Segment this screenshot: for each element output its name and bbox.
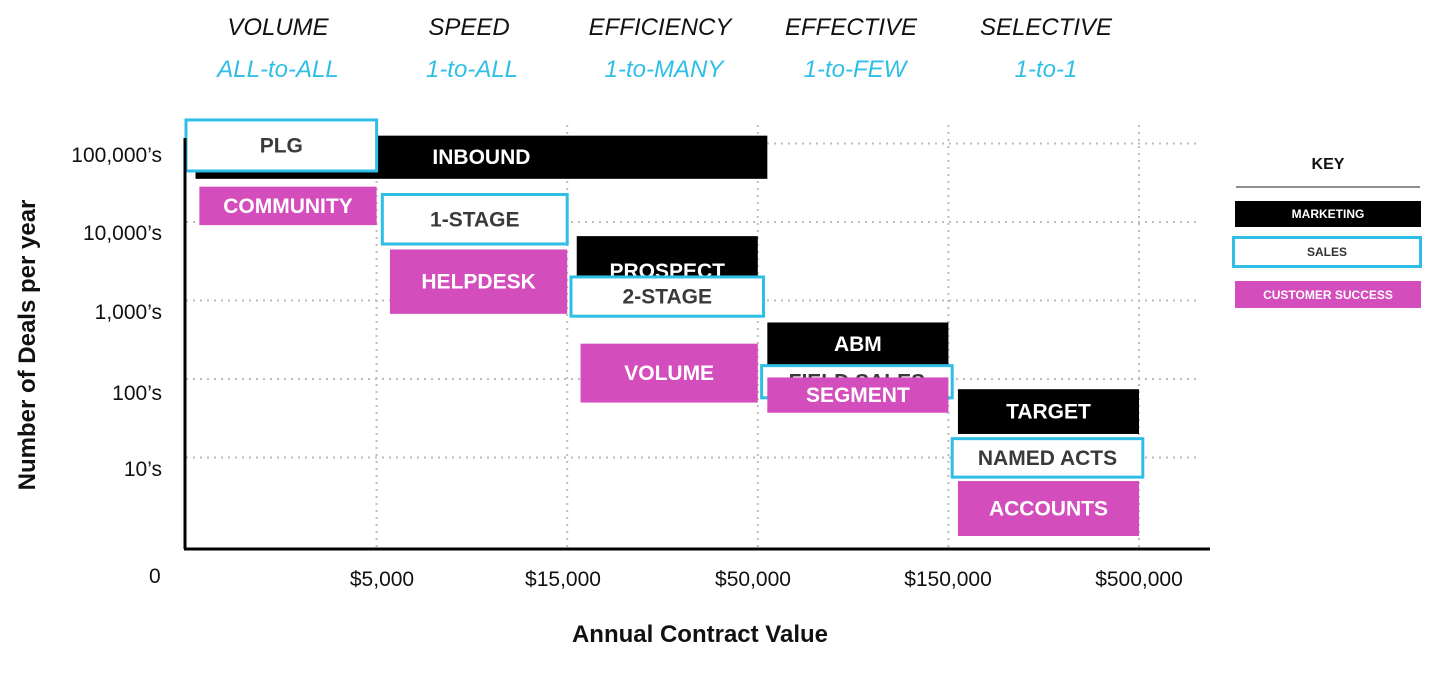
x-tick-label: $15,000: [525, 568, 601, 591]
block-rect: [950, 437, 1145, 479]
block-sales: NAMED ACTS: [950, 437, 1145, 479]
strategy-label: EFFICIENCY: [588, 14, 732, 41]
strategy-label: SPEED: [428, 14, 510, 41]
x-tick-label: $50,000: [715, 568, 791, 591]
block-label: COMMUNITY: [223, 195, 353, 218]
strategy-label: SELECTIVE: [979, 14, 1113, 41]
block-marketing: TARGET: [957, 389, 1139, 434]
approach-label: 1-to-ALL: [425, 56, 519, 83]
strategy-label: EFFECTIVE: [784, 14, 917, 41]
legend-divider: [1236, 186, 1420, 188]
block-label: 2-STAGE: [623, 286, 712, 309]
block-rect: [957, 389, 1139, 434]
block-label: PLG: [260, 134, 303, 157]
block-sales: PLG: [184, 118, 379, 173]
block-label: ABM: [834, 333, 882, 356]
y-tick-label: 10’s: [123, 458, 162, 481]
block-label: ACCOUNTS: [989, 498, 1108, 521]
block-customer_success: COMMUNITY: [199, 186, 377, 226]
block-sales: 1-STAGE: [380, 193, 569, 246]
y-tick-label: 100,000’s: [71, 144, 162, 167]
y-tick-label: 1,000’s: [94, 301, 162, 324]
block-rect: [767, 322, 949, 366]
block-label: 1-STAGE: [430, 208, 519, 231]
block-rect: [199, 186, 377, 226]
origin-label: 0: [149, 565, 161, 588]
y-tick-label: 100’s: [112, 382, 162, 405]
approach-label: 1-to-FEW: [803, 56, 907, 83]
approach-label: ALL-to-ALL: [217, 56, 339, 83]
x-tick-label: $150,000: [904, 568, 992, 591]
legend-entry-customer-success: CUSTOMER SUCCESS: [1235, 281, 1421, 308]
x-tick-label: $5,000: [349, 568, 415, 591]
block-rect: [380, 193, 569, 246]
block-rect: [569, 275, 766, 318]
block-rect: [767, 377, 949, 413]
legend-entry-marketing: MARKETING: [1235, 201, 1421, 227]
block-customer_success: VOLUME: [580, 343, 758, 403]
approach-label: 1-to-MANY: [604, 56, 724, 83]
y-tick-label: 10,000’s: [82, 222, 162, 245]
block-label: INBOUND: [432, 146, 530, 169]
axis-layer: [183, 138, 1210, 551]
block-label: NAMED ACTS: [978, 447, 1117, 470]
block-marketing: ABM: [767, 322, 949, 366]
block-label: VOLUME: [624, 362, 714, 385]
block-rect: [957, 481, 1139, 536]
strategy-label: VOLUME: [227, 14, 329, 41]
block-label: TARGET: [1006, 401, 1091, 424]
block-rect: [389, 249, 568, 314]
legend-title: KEY: [1311, 156, 1345, 173]
x-tick-label: $500,000: [1095, 568, 1183, 591]
block-customer_success: ACCOUNTS: [957, 481, 1139, 536]
block-rect: [580, 343, 758, 403]
approach-label: 1-to-1: [1014, 56, 1078, 83]
legend-entry-sales: SALES: [1232, 236, 1422, 268]
block-sales: 2-STAGE: [569, 275, 766, 318]
block-customer_success: HELPDESK: [389, 249, 568, 314]
block-label: SEGMENT: [806, 384, 910, 407]
block-label: HELPDESK: [421, 271, 535, 294]
x-axis-label: Annual Contract Value: [571, 621, 829, 648]
block-customer_success: SEGMENT: [767, 377, 949, 413]
